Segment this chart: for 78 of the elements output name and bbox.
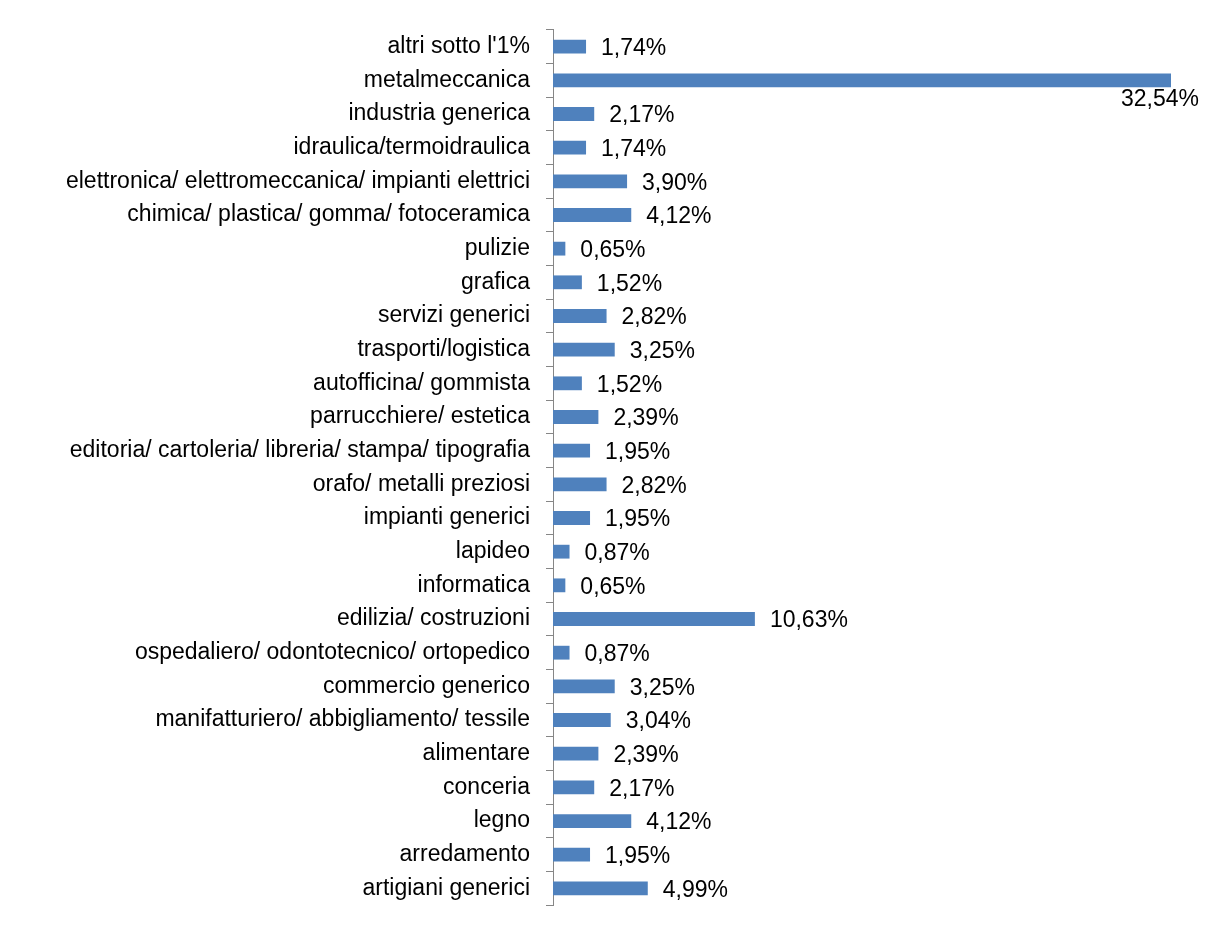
bar [553,578,566,593]
y-tick-label: lapideo [455,537,530,564]
y-tick-label: grafica [460,267,531,294]
data-label: 10,63% [769,606,848,633]
data-label: 1,74% [601,33,667,60]
data-label: 0,65% [580,235,646,262]
bar [553,39,587,54]
bar [553,342,615,357]
bar [553,208,632,222]
data-label: 1,95% [605,842,671,869]
bar [553,544,570,559]
bar [553,443,591,458]
y-tick-label: metalmeccanica [363,65,531,92]
data-label: 0,65% [580,572,646,599]
y-tick-label: orafo/ metalli preziosi [312,469,530,496]
data-label: 0,87% [584,640,650,667]
bar [553,746,599,761]
y-tick-label: trasporti/logistica [357,335,531,361]
y-tick-label: pulizie [464,233,530,260]
bar [553,645,570,660]
data-label: 32,54% [1120,84,1199,111]
bar [553,881,648,896]
y-tick-label: commercio generico [322,671,530,698]
bar [553,780,595,795]
bar [553,73,1171,88]
data-label: 4,12% [646,202,712,229]
data-label: 1,95% [605,438,671,465]
y-tick-label: manifatturiero/ abbigliamento/ tessile [155,705,530,732]
bar [553,847,591,862]
bar [553,477,607,492]
bar [553,376,582,391]
y-tick-label: chimica/ plastica/ gomma/ fotoceramica [127,200,531,227]
data-label: 1,74% [601,134,667,161]
bar [553,679,615,694]
data-label: 0,87% [584,539,650,566]
bar [553,275,582,290]
y-tick-label: autofficina/ gommista [313,368,531,395]
y-tick-label: parrucchiere/ estetica [310,402,531,429]
data-label: 1,95% [605,505,671,532]
y-tick-label: alimentare [422,739,530,766]
data-label: 4,12% [646,808,712,835]
data-label: 2,39% [613,404,679,431]
data-label: 2,39% [613,741,679,768]
data-label: 4,99% [662,875,728,902]
data-label: 1,52% [596,370,663,397]
y-tick-label: elettronica/ elettromeccanica/ impianti elettrici [65,166,530,193]
bar [553,713,611,727]
data-label: 2,82% [621,471,687,498]
y-tick-label: legno [473,806,530,833]
data-label: 3,04% [625,707,691,734]
y-tick-label: artigiani generici [362,873,530,900]
data-label: 2,17% [609,101,675,128]
data-label: 2,82% [621,303,687,330]
bar [553,140,587,155]
bar [553,410,599,424]
bar [553,612,755,626]
data-label: 3,25% [629,337,695,363]
y-tick-label: informatica [417,570,531,597]
y-tick-label: impianti generici [363,503,530,530]
data-label: 3,25% [629,673,695,700]
data-label: 2,17% [609,774,675,801]
y-tick-label: industria generica [348,99,531,126]
y-tick-label: arredamento [399,840,530,867]
y-tick-label: ospedaliero/ odontotecnico/ ortopedico [134,638,530,665]
data-label: 3,90% [642,168,708,195]
y-tick-label: idraulica/termoidraulica [293,132,531,159]
y-tick-label: servizi generici [377,301,530,328]
bar [553,107,595,121]
bar [553,241,566,256]
y-tick-label: editoria/ cartoleria/ libreria/ stampa/ tipografia [69,436,531,463]
bar [553,511,591,525]
y-tick-label: edilizia/ costruzioni [336,604,530,631]
bar [553,309,607,323]
y-tick-label: conceria [443,772,531,799]
bar [553,174,628,189]
y-tick-label: altri sotto l'1% [387,31,530,58]
bar [553,814,632,828]
data-label: 1,52% [596,269,663,296]
